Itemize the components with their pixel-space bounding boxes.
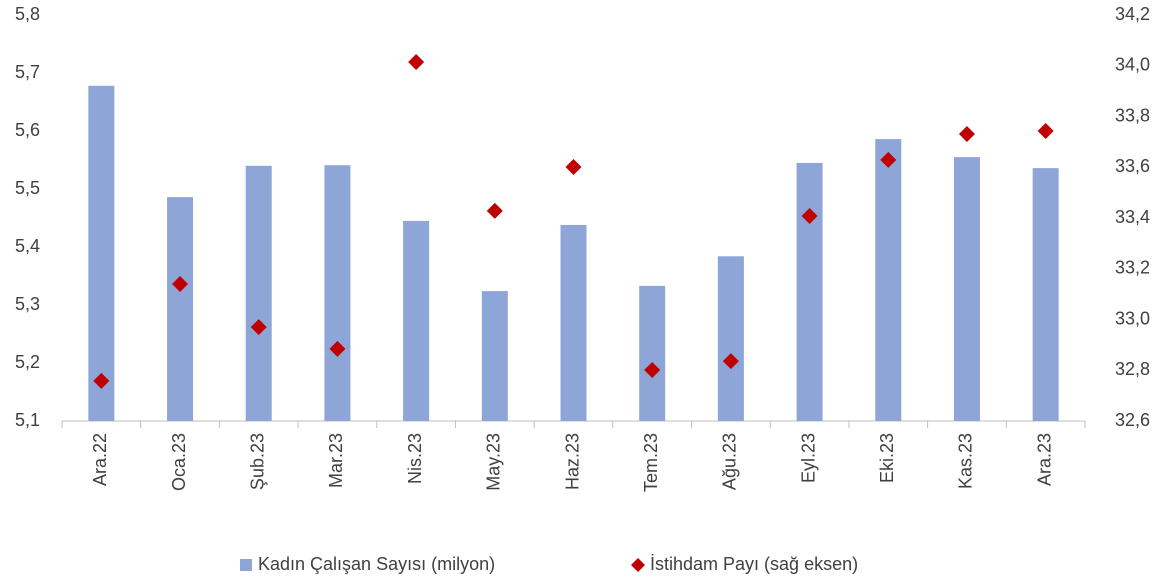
x-tick-label: Oca.23: [169, 433, 189, 491]
y2-tick-label: 34,2: [1115, 4, 1150, 24]
x-tick-label: Eyl.23: [798, 433, 818, 483]
x-tick-label: Ağu.23: [720, 433, 740, 490]
bar: [88, 85, 115, 421]
marker: [329, 340, 346, 357]
bar: [481, 291, 508, 421]
marker: [250, 319, 267, 336]
legend-swatch: [240, 559, 252, 571]
bar: [324, 165, 351, 421]
bar: [403, 220, 430, 421]
marker: [408, 53, 425, 70]
marker: [172, 275, 189, 292]
marker: [486, 202, 503, 219]
bar: [1032, 168, 1059, 421]
x-tick-label: Ara.23: [1034, 433, 1054, 486]
y-tick-label: 5,2: [15, 352, 40, 372]
y2-tick-label: 33,0: [1115, 308, 1150, 328]
legend-swatch: [631, 558, 645, 572]
y2-tick-label: 33,6: [1115, 156, 1150, 176]
y2-tick-label: 33,8: [1115, 105, 1150, 125]
y-tick-label: 5,8: [15, 4, 40, 24]
x-tick-label: Ara.22: [90, 433, 110, 486]
bar: [875, 139, 902, 421]
marker: [801, 207, 818, 224]
y-tick-label: 5,1: [15, 410, 40, 430]
marker: [565, 158, 582, 175]
bar: [639, 285, 666, 421]
x-tick-label: Tem.23: [641, 433, 661, 492]
marker: [644, 361, 661, 378]
bar: [167, 197, 194, 421]
y2-tick-label: 32,8: [1115, 359, 1150, 379]
marker: [722, 353, 739, 370]
y-tick-label: 5,4: [15, 236, 40, 256]
marker: [880, 151, 897, 168]
bar: [953, 157, 980, 421]
legend-label: İstihdam Payı (sağ eksen): [650, 554, 858, 574]
marker: [93, 372, 110, 389]
y-tick-label: 5,5: [15, 178, 40, 198]
bar: [796, 162, 823, 421]
x-tick-label: Nis.23: [405, 433, 425, 484]
x-tick-label: May.23: [484, 433, 504, 491]
y2-tick-label: 32,6: [1115, 410, 1150, 430]
y2-tick-label: 34,0: [1115, 55, 1150, 75]
bar: [245, 165, 272, 421]
x-tick-label: Haz.23: [562, 433, 582, 490]
x-tick-label: Eki.23: [877, 433, 897, 483]
legend-label: Kadın Çalışan Sayısı (milyon): [258, 554, 495, 574]
marker: [1037, 122, 1054, 139]
x-tick-label: Mar.23: [326, 433, 346, 488]
y-tick-label: 5,7: [15, 62, 40, 82]
y2-tick-label: 33,2: [1115, 258, 1150, 278]
marker: [958, 126, 975, 143]
x-tick-label: Şub.23: [247, 433, 267, 490]
bar: [560, 224, 587, 421]
y-tick-label: 5,3: [15, 294, 40, 314]
y2-tick-label: 33,4: [1115, 207, 1150, 227]
x-tick-label: Kas.23: [956, 433, 976, 489]
bar: [717, 256, 744, 421]
y-tick-label: 5,6: [15, 120, 40, 140]
